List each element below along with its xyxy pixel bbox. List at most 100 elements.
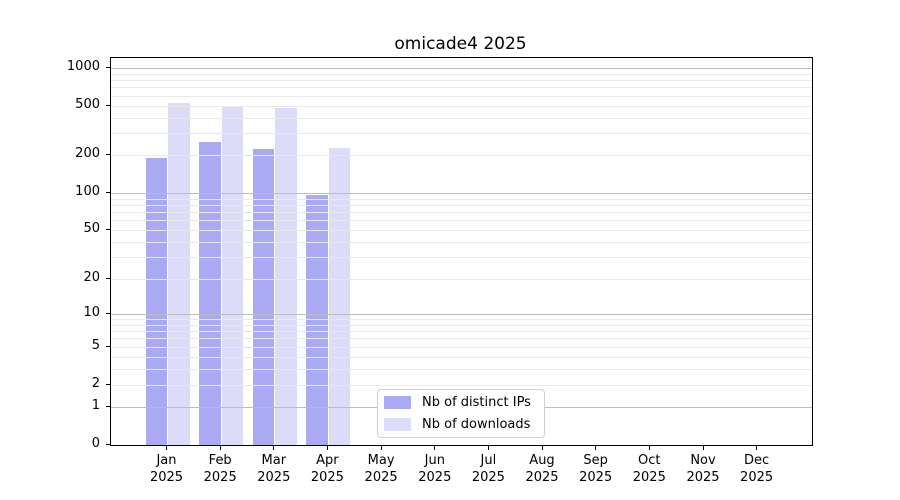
x-tick-month: Sep bbox=[583, 453, 608, 468]
x-tick bbox=[326, 445, 328, 450]
y-gridline-minor bbox=[111, 133, 812, 135]
y-tick-label: 5 bbox=[91, 337, 100, 353]
y-gridline-minor bbox=[111, 368, 812, 370]
y-gridline-minor bbox=[111, 95, 812, 97]
y-gridline-minor bbox=[111, 230, 812, 232]
x-tick bbox=[273, 445, 275, 450]
x-tick bbox=[487, 445, 489, 450]
x-tick-month: Aug bbox=[529, 453, 555, 468]
y-tick-label: 2 bbox=[91, 375, 100, 391]
legend: Nb of distinct IPs Nb of downloads bbox=[377, 389, 545, 438]
y-tick-label: 200 bbox=[75, 146, 100, 162]
downloads-swatch-icon bbox=[384, 418, 411, 431]
x-tick-label: Nov 2025 bbox=[671, 452, 735, 486]
x-tick bbox=[541, 445, 543, 450]
x-tick-month: Jan bbox=[156, 453, 177, 468]
x-tick-year: 2025 bbox=[364, 470, 398, 485]
x-tick-label: Jun 2025 bbox=[403, 452, 467, 486]
y-gridline-minor bbox=[111, 319, 812, 320]
x-tick-month: Jul bbox=[480, 453, 497, 468]
y-tick-label: 0 bbox=[91, 435, 100, 451]
x-tick-year: 2025 bbox=[740, 470, 774, 485]
y-gridline-minor bbox=[111, 87, 812, 89]
y-gridline-minor bbox=[111, 338, 812, 340]
bar-downloads bbox=[328, 147, 351, 445]
x-tick-label: Mar 2025 bbox=[242, 452, 306, 486]
y-tick bbox=[106, 154, 110, 156]
x-tick bbox=[219, 445, 221, 450]
y-tick bbox=[106, 345, 110, 347]
plot-area bbox=[110, 57, 813, 446]
y-gridline-minor bbox=[111, 212, 812, 214]
grid-layer bbox=[111, 58, 812, 445]
y-tick-label: 50 bbox=[83, 221, 100, 237]
y-gridline-minor bbox=[111, 242, 812, 244]
legend-label-distinct-ips: Nb of distinct IPs bbox=[422, 395, 531, 410]
y-gridline-minor bbox=[111, 346, 812, 348]
x-tick bbox=[595, 445, 597, 450]
y-gridline-minor bbox=[111, 198, 812, 200]
legend-item-downloads: Nb of downloads bbox=[384, 415, 538, 434]
y-gridline-minor bbox=[111, 278, 812, 280]
y-gridline-minor bbox=[111, 80, 812, 82]
y-gridline-minor bbox=[111, 384, 812, 386]
x-tick-label: Jul 2025 bbox=[456, 452, 520, 486]
y-gridline-minor bbox=[111, 324, 812, 326]
y-tick bbox=[106, 104, 110, 106]
x-tick-month: Feb bbox=[208, 453, 232, 468]
y-gridline-major bbox=[111, 67, 812, 69]
y-gridline-major bbox=[111, 193, 812, 194]
x-tick-year: 2025 bbox=[632, 470, 666, 485]
y-tick bbox=[106, 192, 110, 193]
legend-label-downloads: Nb of downloads bbox=[422, 417, 531, 432]
y-tick bbox=[106, 229, 110, 231]
x-tick-year: 2025 bbox=[203, 470, 237, 485]
x-tick-year: 2025 bbox=[418, 470, 452, 485]
x-tick-month: Oct bbox=[638, 453, 661, 468]
legend-item-distinct-ips: Nb of distinct IPs bbox=[384, 393, 538, 412]
x-tick-month: Dec bbox=[744, 453, 770, 468]
x-tick-month: May bbox=[367, 453, 395, 468]
y-gridline-minor bbox=[111, 105, 812, 107]
y-tick bbox=[106, 66, 110, 68]
bar-downloads bbox=[275, 107, 297, 445]
x-tick-label: Feb 2025 bbox=[188, 452, 252, 486]
y-tick bbox=[106, 312, 110, 314]
y-gridline-minor bbox=[111, 257, 812, 259]
y-gridline-minor bbox=[111, 220, 812, 222]
distinct-ips-swatch-icon bbox=[384, 396, 411, 409]
x-tick-year: 2025 bbox=[525, 470, 559, 485]
x-tick-year: 2025 bbox=[257, 470, 291, 485]
x-tick-label: May 2025 bbox=[349, 452, 413, 486]
chart-title: omicade4 2025 bbox=[394, 34, 527, 54]
x-tick-year: 2025 bbox=[149, 470, 184, 485]
x-tick bbox=[702, 445, 704, 450]
y-gridline-minor bbox=[111, 155, 812, 157]
y-tick bbox=[106, 405, 110, 407]
x-tick-label: Jan 2025 bbox=[135, 452, 199, 486]
y-gridline-minor bbox=[111, 117, 812, 119]
x-tick-year: 2025 bbox=[471, 470, 505, 485]
x-tick bbox=[380, 445, 382, 450]
x-tick-label: Oct 2025 bbox=[617, 452, 681, 486]
y-tick bbox=[106, 277, 110, 279]
y-tick bbox=[106, 443, 110, 445]
y-tick-label: 500 bbox=[75, 96, 100, 112]
y-tick bbox=[106, 383, 110, 385]
y-tick-label: 100 bbox=[75, 184, 100, 199]
x-tick-month: Jun bbox=[424, 453, 445, 468]
x-tick-label: Apr 2025 bbox=[295, 452, 359, 486]
y-tick-label: 1 bbox=[91, 397, 100, 413]
y-gridline-major bbox=[111, 313, 812, 315]
y-tick-label: 10 bbox=[83, 304, 100, 320]
x-tick-year: 2025 bbox=[686, 470, 720, 485]
y-gridline-minor bbox=[111, 331, 812, 333]
y-gridline-minor bbox=[111, 205, 812, 206]
x-tick-year: 2025 bbox=[579, 470, 613, 485]
x-tick-month: Apr bbox=[316, 453, 339, 468]
y-tick-label: 1000 bbox=[66, 58, 100, 74]
bar-downloads bbox=[168, 102, 190, 445]
y-gridline-minor bbox=[111, 73, 812, 75]
bar-distinct-ips bbox=[252, 148, 275, 445]
